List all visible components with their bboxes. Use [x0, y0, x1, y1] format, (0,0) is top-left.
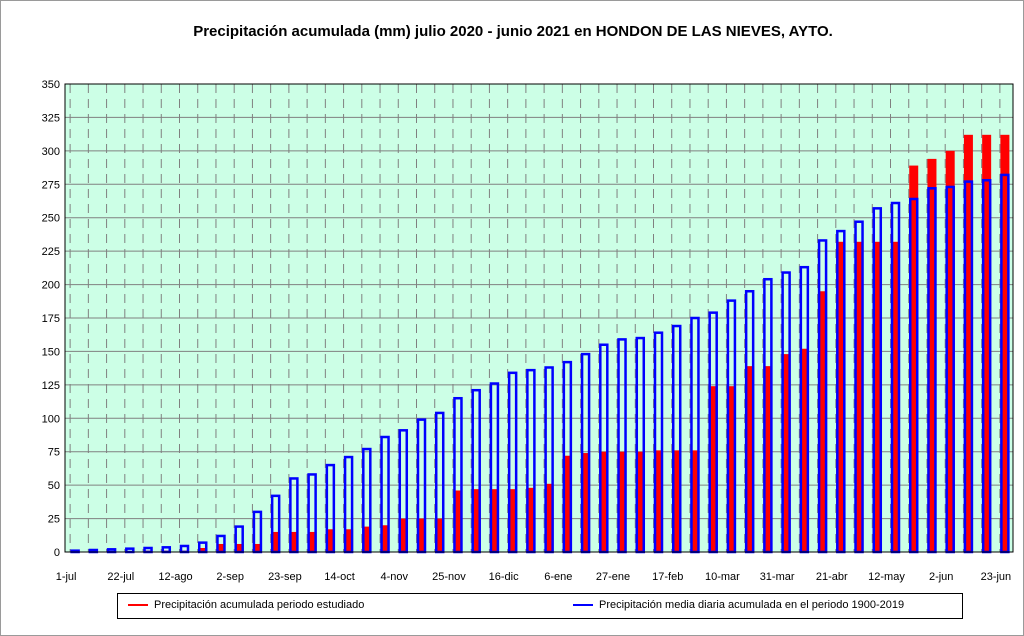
bar-observed	[435, 518, 445, 552]
bar-observed	[508, 489, 518, 552]
x-tick-label: 22-jul	[107, 571, 134, 583]
y-tick-label: 275	[42, 179, 60, 191]
y-tick-label: 300	[42, 146, 60, 158]
bar-observed	[781, 354, 791, 552]
bar-observed	[854, 241, 864, 553]
x-tick-label: 6-ene	[544, 571, 572, 583]
bar-observed	[289, 531, 299, 552]
bar-observed	[581, 453, 591, 552]
legend-label: Precipitación acumulada periodo estudiad…	[154, 599, 365, 611]
x-tick-label: 2-jun	[929, 571, 953, 583]
y-tick-label: 25	[48, 514, 60, 526]
bar-observed	[799, 348, 809, 552]
bar-observed	[726, 386, 736, 552]
x-tick-label: 4-nov	[381, 571, 409, 583]
bar-observed	[982, 134, 992, 552]
x-tick-label: 27-ene	[596, 571, 630, 583]
x-tick-label: 14-oct	[324, 571, 355, 583]
bar-observed	[963, 134, 973, 552]
bar-observed	[417, 518, 426, 552]
bar-observed	[471, 489, 481, 552]
bar-observed	[526, 487, 536, 552]
y-tick-label: 75	[48, 447, 60, 459]
bar-observed	[891, 241, 900, 553]
y-tick-label: 0	[54, 547, 60, 559]
bar-observed	[344, 529, 354, 552]
y-tick-label: 125	[42, 380, 60, 392]
legend-label: Precipitación media diaria acumulada en …	[599, 599, 905, 611]
bar-observed	[216, 543, 226, 552]
y-tick-label: 350	[42, 79, 60, 91]
y-tick-label: 200	[42, 280, 60, 292]
y-tick-label: 175	[42, 313, 60, 325]
legend-item-observed: Precipitación acumulada periodo estudiad…	[128, 599, 364, 611]
bar-observed	[307, 531, 317, 552]
bar-observed	[198, 547, 208, 552]
bar-observed	[927, 158, 937, 552]
bar-observed	[489, 489, 499, 552]
bar-observed	[617, 451, 627, 552]
bar-observed	[945, 150, 955, 552]
bar-observed	[708, 386, 718, 552]
bar-observed	[599, 451, 609, 552]
bar-observed	[544, 483, 554, 552]
bar-observed	[380, 525, 390, 552]
bar-observed	[672, 450, 682, 552]
x-tick-label: 25-nov	[432, 571, 466, 583]
bar-observed	[271, 531, 281, 552]
bar-observed	[635, 451, 645, 552]
x-tick-label: 12-ago	[158, 571, 192, 583]
legend: Precipitación acumulada periodo estudiad…	[117, 593, 963, 619]
y-tick-label: 50	[48, 480, 60, 492]
x-tick-label: 31-mar	[760, 571, 795, 583]
bar-observed	[562, 455, 572, 552]
y-tick-label: 250	[42, 213, 60, 225]
plot-border	[64, 83, 1014, 553]
bar-observed	[836, 241, 846, 553]
x-tick-label: 1-jul	[56, 571, 77, 583]
x-tick-label: 21-abr	[816, 571, 848, 583]
bar-observed	[362, 526, 372, 552]
x-tick-label: 16-dic	[489, 571, 519, 583]
bar-observed	[818, 291, 828, 552]
bar-observed	[398, 518, 408, 552]
x-tick-label: 17-feb	[652, 571, 683, 583]
legend-swatch-red	[128, 604, 148, 606]
bar-observed	[325, 529, 335, 552]
legend-item-mean: Precipitación media diaria acumulada en …	[573, 599, 904, 611]
bar-observed	[654, 450, 663, 552]
y-tick-label: 150	[42, 346, 60, 358]
x-tick-label: 23-jun	[981, 571, 1012, 583]
bar-observed	[453, 490, 463, 552]
y-tick-label: 225	[42, 246, 60, 258]
bar-observed	[252, 543, 262, 552]
bar-observed	[872, 241, 882, 553]
bar-observed	[763, 366, 773, 552]
legend-swatch-blue	[573, 604, 593, 606]
x-tick-label: 12-may	[868, 571, 905, 583]
bar-observed	[234, 543, 244, 552]
x-tick-label: 2-sep	[216, 571, 244, 583]
chart-title: Precipitación acumulada (mm) julio 2020 …	[193, 23, 833, 40]
bar-observed	[690, 450, 700, 552]
bar-observed	[909, 165, 919, 552]
y-tick-label: 325	[42, 112, 60, 124]
x-tick-label: 10-mar	[705, 571, 740, 583]
x-tick-label: 23-sep	[268, 571, 302, 583]
y-tick-label: 100	[42, 413, 60, 425]
bar-observed	[745, 366, 755, 552]
bar-observed	[1000, 134, 1010, 552]
